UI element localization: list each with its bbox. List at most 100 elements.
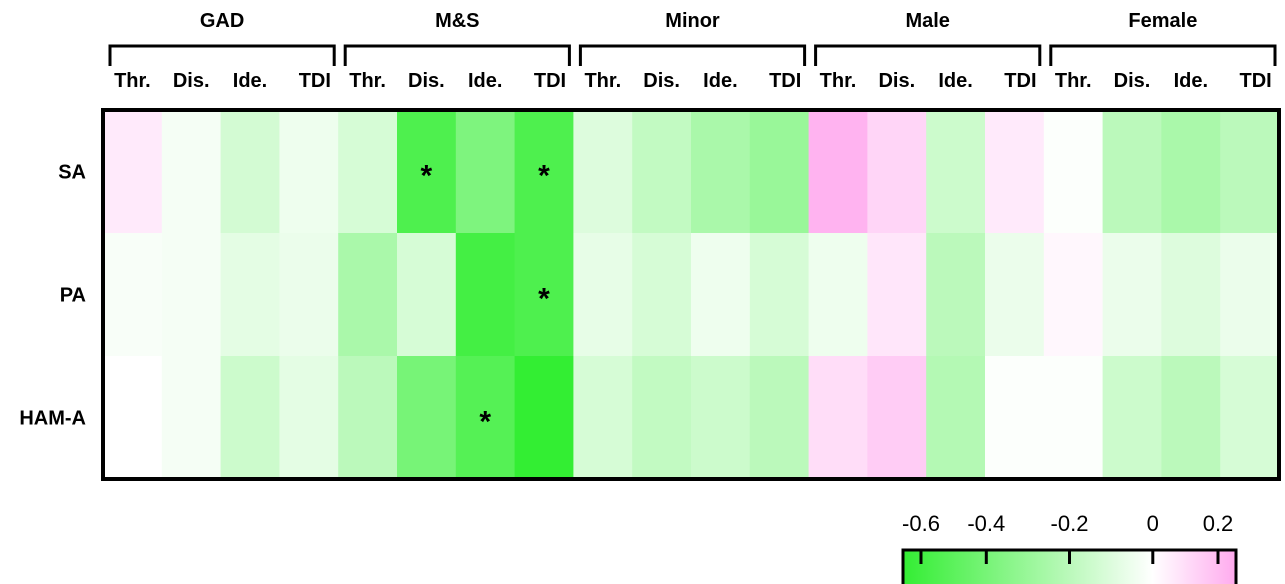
group-label-gad: GAD [200,10,244,32]
column-label-female-ide: Ide. [1174,70,1208,92]
group-bracket-minor [578,44,807,66]
heatmap-cell-pa-m-s-thr [338,233,398,357]
group-bracket-male [814,44,1042,66]
heatmap-cell-sa-gad-dis [161,110,222,234]
heatmap-cell-sa-male-tdi [985,110,1045,234]
column-label-male-ide: Ide. [938,70,972,92]
group-bracket-m-s [343,44,571,66]
heatmap-cell-ham-a-gad-thr [103,356,163,480]
heatmap-cell-pa-female-ide [1161,233,1221,357]
column-label-m-s-dis: Dis. [408,70,445,92]
heatmap-cell-sa-male-thr [808,110,868,234]
heatmap-cell-pa-female-thr [1043,233,1104,357]
heatmap-cell-sa-m-s-ide [455,110,516,234]
heatmap-cell-pa-m-s-ide [455,233,516,357]
significance-marker-pa-m-s-tdi: * [538,283,550,316]
heatmap-cell-sa-gad-tdi [279,110,339,234]
heatmap-cell-sa-minor-tdi [749,110,810,234]
column-label-gad-tdi: TDI [299,70,331,92]
heatmap-cell-ham-a-m-s-dis [397,356,457,480]
row-label-ham-a: HAM-A [19,408,86,430]
group-bracket-female [1049,44,1277,66]
colorbar-tick-label-3: 0 [1147,511,1159,536]
column-label-m-s-ide: Ide. [468,70,502,92]
heatmap-cell-pa-male-thr [808,233,868,357]
heatmap-cell-ham-a-m-s-thr [338,356,398,480]
column-label-minor-ide: Ide. [703,70,737,92]
heatmap-cell-sa-female-ide [1161,110,1221,234]
colorbar-tick-label-4: 0.2 [1203,511,1234,536]
heatmap-cell-pa-gad-dis [161,233,222,357]
heatmap-cell-sa-m-s-thr [338,110,398,234]
heatmap-cell-sa-minor-dis [632,110,692,234]
heatmap-cell-pa-gad-ide [220,233,280,357]
heatmap-cell-sa-male-ide [926,110,986,234]
group-label-male: Male [905,10,949,32]
heatmap-cell-sa-gad-ide [220,110,280,234]
heatmap-cell-ham-a-female-dis [1102,356,1162,480]
heatmap-cell-ham-a-minor-ide [691,356,751,480]
column-label-minor-thr: Thr. [584,70,621,92]
heatmap-cell-ham-a-minor-tdi [749,356,810,480]
heatmap-border [101,108,1281,481]
column-label-female-thr: Thr. [1055,70,1092,92]
heatmap-cell-pa-female-tdi [1220,233,1280,357]
heatmap-cell-sa-minor-thr [573,110,633,234]
heatmap-cell-ham-a-gad-ide [220,356,280,480]
heatmap-cell-ham-a-female-tdi [1220,356,1280,480]
heatmap-cell-pa-minor-tdi [749,233,810,357]
heatmap-cell-sa-minor-ide [691,110,751,234]
group-label-m-s: M&S [435,10,479,32]
heatmap-cell-ham-a-m-s-ide [455,356,516,480]
group-bracket-gad [108,44,336,66]
heatmap-cell-pa-minor-thr [573,233,633,357]
heatmap-cell-pa-m-s-tdi [514,233,574,357]
heatmap-cell-ham-a-female-thr [1043,356,1104,480]
heatmap-cell-ham-a-male-thr [808,356,868,480]
heatmap-cell-ham-a-minor-dis [632,356,692,480]
column-label-female-dis: Dis. [1114,70,1151,92]
column-label-male-dis: Dis. [878,70,915,92]
heatmap-cell-sa-female-tdi [1220,110,1280,234]
heatmap-cell-ham-a-male-tdi [985,356,1045,480]
heatmap-cell-ham-a-male-dis [867,356,927,480]
row-label-pa: PA [60,285,86,307]
heatmap-cell-pa-minor-ide [691,233,751,357]
significance-marker-sa-m-s-tdi: * [538,160,550,193]
heatmap-cell-ham-a-m-s-tdi [514,356,574,480]
heatmap-cell-pa-female-dis [1102,233,1162,357]
heatmap-cell-sa-m-s-tdi [514,110,574,234]
heatmap-cell-ham-a-gad-tdi [279,356,339,480]
colorbar-tick-label-1: -0.4 [967,511,1005,536]
heatmap-cell-pa-male-tdi [985,233,1045,357]
heatmap-cell-pa-male-dis [867,233,927,357]
column-label-m-s-thr: Thr. [349,70,386,92]
column-label-minor-tdi: TDI [769,70,801,92]
column-label-female-tdi: TDI [1239,70,1271,92]
significance-marker-ham-a-m-s-ide: * [479,406,491,439]
heatmap-cell-ham-a-minor-thr [573,356,633,480]
heatmap-cell-sa-female-thr [1043,110,1104,234]
heatmap-cell-pa-gad-thr [103,233,163,357]
heatmap-cell-ham-a-gad-dis [161,356,222,480]
column-label-male-tdi: TDI [1004,70,1036,92]
heatmap-cell-sa-gad-thr [103,110,163,234]
heatmap-cell-pa-m-s-dis [397,233,457,357]
column-label-gad-thr: Thr. [114,70,151,92]
column-label-gad-ide: Ide. [233,70,267,92]
heatmap-cell-pa-gad-tdi [279,233,339,357]
heatmap-cell-sa-female-dis [1102,110,1162,234]
heatmap-cell-ham-a-male-ide [926,356,986,480]
colorbar-tick-label-0: -0.6 [902,511,940,536]
heatmap-cell-ham-a-female-ide [1161,356,1221,480]
group-label-minor: Minor [665,10,720,32]
group-label-female: Female [1128,10,1197,32]
significance-marker-sa-m-s-dis: * [421,160,433,193]
row-label-sa: SA [58,162,86,184]
heatmap-cell-sa-male-dis [867,110,927,234]
column-label-gad-dis: Dis. [173,70,210,92]
column-label-minor-dis: Dis. [643,70,680,92]
heatmap-cell-sa-m-s-dis [397,110,457,234]
heatmap-cell-pa-male-ide [926,233,986,357]
